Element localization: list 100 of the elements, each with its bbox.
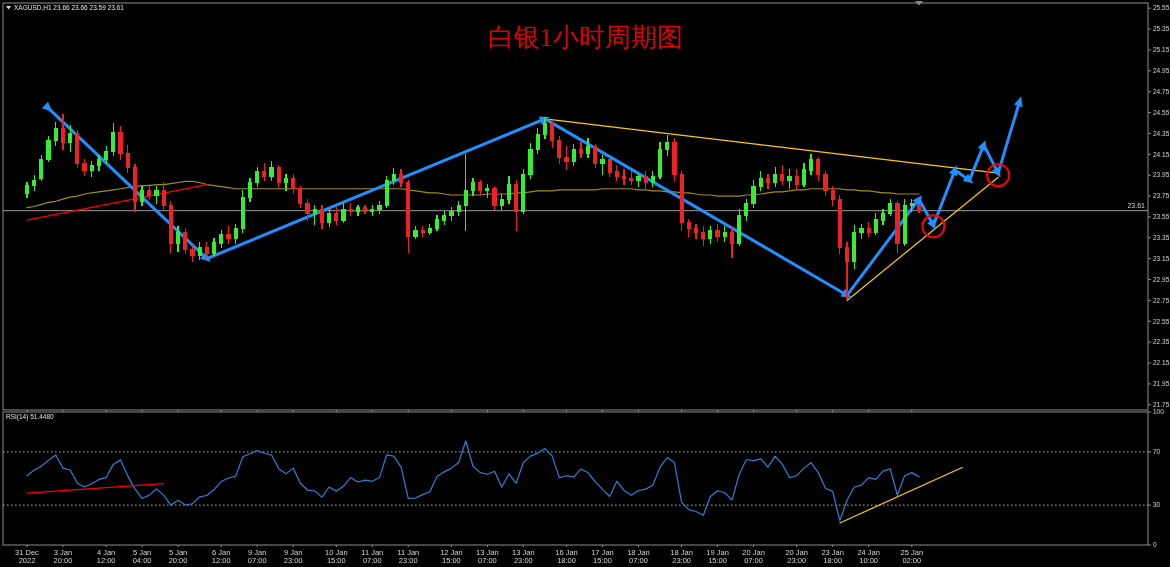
candlestick [247,177,253,202]
candlestick [715,223,720,242]
candlestick [291,173,296,194]
candlestick [283,173,289,192]
candlestick [837,195,842,255]
candlestick [68,124,73,152]
candlestick [679,171,684,232]
candlestick [391,168,396,186]
candlestick [219,229,224,248]
candlestick [204,242,209,259]
candlestick [341,202,346,223]
candlestick [765,173,771,190]
candlestick [909,198,914,213]
candlestick [89,161,94,177]
candlestick [355,204,360,217]
candlestick [866,221,871,238]
candlestick [787,169,792,190]
candlestick [24,181,30,198]
candlestick [880,209,886,225]
candlestick [586,138,591,159]
candlestick [319,204,325,230]
line-series [26,440,920,522]
line-series [26,180,920,209]
candlestick [550,121,555,148]
candlestick [773,167,778,188]
candlestick [132,164,137,213]
candlestick [600,154,605,175]
candlestick [593,144,598,169]
candlestick [729,227,735,259]
candlestick [744,198,749,221]
text: 白银1小时周期图 [487,23,683,52]
candlestick [657,142,663,179]
candlestick [708,225,713,244]
candlestick [499,194,504,211]
candlestick [75,129,80,169]
candlestick [844,242,850,299]
candlestick [298,186,303,209]
candlestick [665,134,670,156]
candlestick [183,227,188,255]
candlestick [233,223,238,244]
candlestick [809,153,814,175]
candlestick [154,186,159,204]
candlestick [82,158,87,176]
candlestick [190,244,195,263]
candlestick [780,165,785,186]
candlestick [571,144,576,167]
candlestick [794,169,799,190]
candlestick [46,135,51,163]
candlestick [873,213,878,236]
candlestick [60,114,66,150]
candlestick [636,173,641,188]
candlestick [211,238,217,257]
candlestick [161,181,166,211]
point [977,140,987,152]
candlestick [398,169,404,188]
candlestick [895,200,900,254]
candlestick [434,215,440,232]
candlestick [39,154,44,182]
candlestick [370,204,375,217]
candlestick [823,171,828,196]
candlestick [147,183,152,200]
candlestick [427,223,432,236]
candlestick [816,156,821,182]
candlestick [578,142,583,159]
candlestick [564,146,569,170]
candlestick [305,198,310,221]
candlestick [859,223,864,240]
candlestick [420,225,425,238]
candlestick [449,206,454,221]
candlestick [470,177,476,196]
point [962,173,974,184]
candlestick [53,122,58,146]
candlestick [348,202,353,217]
candlestick [485,183,490,198]
candlestick [312,204,317,225]
candlestick [506,175,512,204]
candlestick [118,125,123,161]
candlestick [722,225,727,242]
candlestick [521,169,526,215]
candlestick [902,198,907,246]
candlestick [643,171,648,190]
candlestick [104,146,109,165]
candlestick [168,200,173,254]
candlestick [140,186,145,207]
candlestick [607,156,612,177]
candlestick [830,186,835,207]
candlestick [621,169,627,186]
candlestick [269,161,274,182]
candlestick [542,117,548,140]
candlestick [801,163,806,188]
candlestick [492,186,497,211]
candlestick [32,174,37,192]
point [986,163,1011,188]
candlestick [758,171,763,192]
candlestick [557,135,562,165]
point [912,195,922,206]
point [921,214,946,239]
candlestick [693,223,699,240]
candlestick [255,167,260,188]
candlestick [686,219,691,238]
